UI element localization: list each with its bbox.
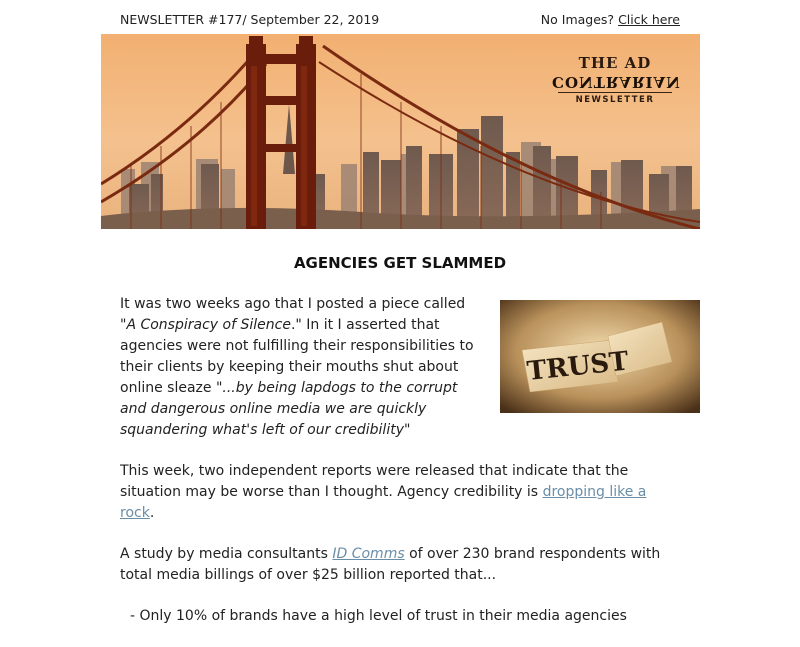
trust-torn-paper-image: TRUST	[500, 300, 700, 413]
logo-line-newsletter: NEWSLETTER	[575, 95, 655, 105]
p2-text-2: .	[149, 505, 155, 521]
p1-quote-credibility: "...by being lapdogs to the corrupt and …	[120, 380, 458, 438]
paragraph-2: This week, two independent reports were …	[120, 461, 662, 524]
click-here-link[interactable]: Click here	[618, 12, 680, 27]
bullet-item: - Only 10% of brands have a high level o…	[130, 608, 627, 624]
newsletter-header-bar: NEWSLETTER #177/ September 22, 2019 No I…	[120, 12, 680, 28]
logo-line-the-ad: THE AD	[578, 54, 652, 72]
p1-text-2: ." In it I asserted that agencies were n…	[120, 317, 474, 396]
p1-text-1: It was two weeks ago that I posted a pie…	[120, 296, 466, 312]
issue-label: NEWSLETTER #177/ September 22, 2019	[120, 12, 380, 27]
paragraph-3: A study by media consultants ID Comms of…	[120, 544, 662, 586]
banner-image	[101, 34, 700, 229]
paragraph-1: It was two weeks ago that I posted a pie…	[120, 294, 482, 441]
p1-quote-title: "A Conspiracy of Silence	[120, 317, 291, 333]
golden-gate-skyline-illustration	[101, 34, 700, 229]
p2-text-1: This week, two independent reports were …	[120, 463, 629, 500]
id-comms-link-text: ID Comms	[332, 546, 405, 562]
id-comms-link[interactable]: ID Comms	[332, 546, 404, 562]
p3-text-2: of over 230 brand respondents with total…	[120, 546, 661, 583]
no-images-label: No Images?	[540, 12, 615, 27]
dropping-like-a-rock-link[interactable]: dropping like a rock	[120, 484, 647, 521]
logo-divider	[558, 92, 672, 93]
ad-contrarian-logo: THE AD CONTRARIAN NEWSLETTER	[552, 54, 681, 105]
article-body: It was two weeks ago that I posted a pie…	[120, 294, 662, 647]
no-images-notice: No Images? Click here	[541, 12, 680, 27]
p3-text-1: A study by media consultants	[120, 546, 333, 562]
logo-line-contrarian: CONTRARIAN	[552, 73, 681, 91]
article-headline: AGENCIES GET SLAMMED	[293, 254, 507, 272]
torn-trust-paper-illustration: TRUST	[500, 300, 700, 413]
